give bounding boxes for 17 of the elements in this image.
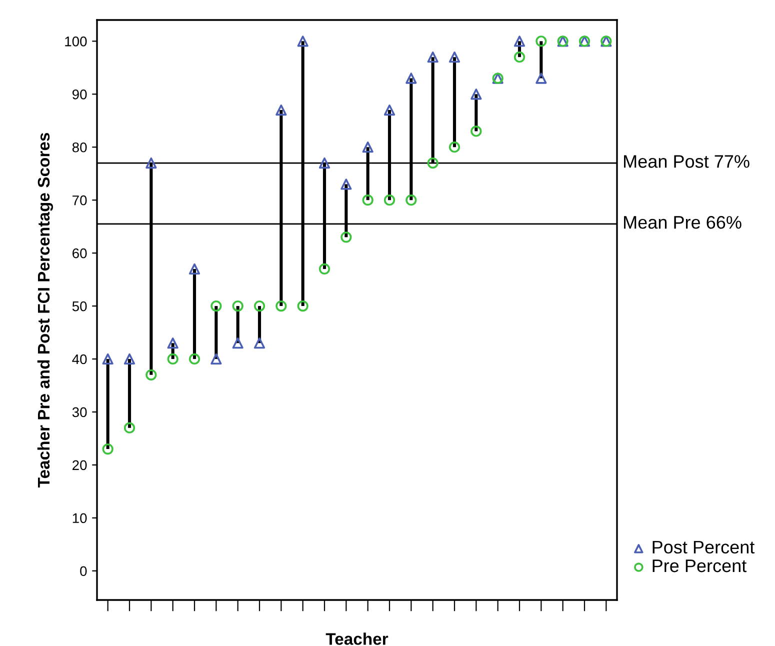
y-tick-label: 30 [72,407,87,418]
legend-label: Pre Percent [652,560,747,572]
y-tick-label: 40 [72,354,87,364]
y-tick-label: 80 [72,142,87,152]
y-tick-label: 70 [72,195,87,206]
y-tick-label: 20 [72,460,87,470]
ref-line-label: Mean Pre 66% [624,216,742,229]
y-tick-label: 0 [80,566,87,576]
y-tick-label: 90 [72,89,87,100]
y-tick-label: 60 [72,248,87,258]
y-tick-label: 10 [72,513,87,524]
y-tick-label: 50 [72,301,87,312]
x-axis-title: Teacher [326,632,388,645]
y-tick-label: 100 [65,36,87,46]
y-axis-title: Teacher Pre and Post FCI Percentage Scores [37,132,53,488]
ref-line-label: Mean Post 77% [624,155,750,168]
legend-label: Post Percent [652,540,755,554]
